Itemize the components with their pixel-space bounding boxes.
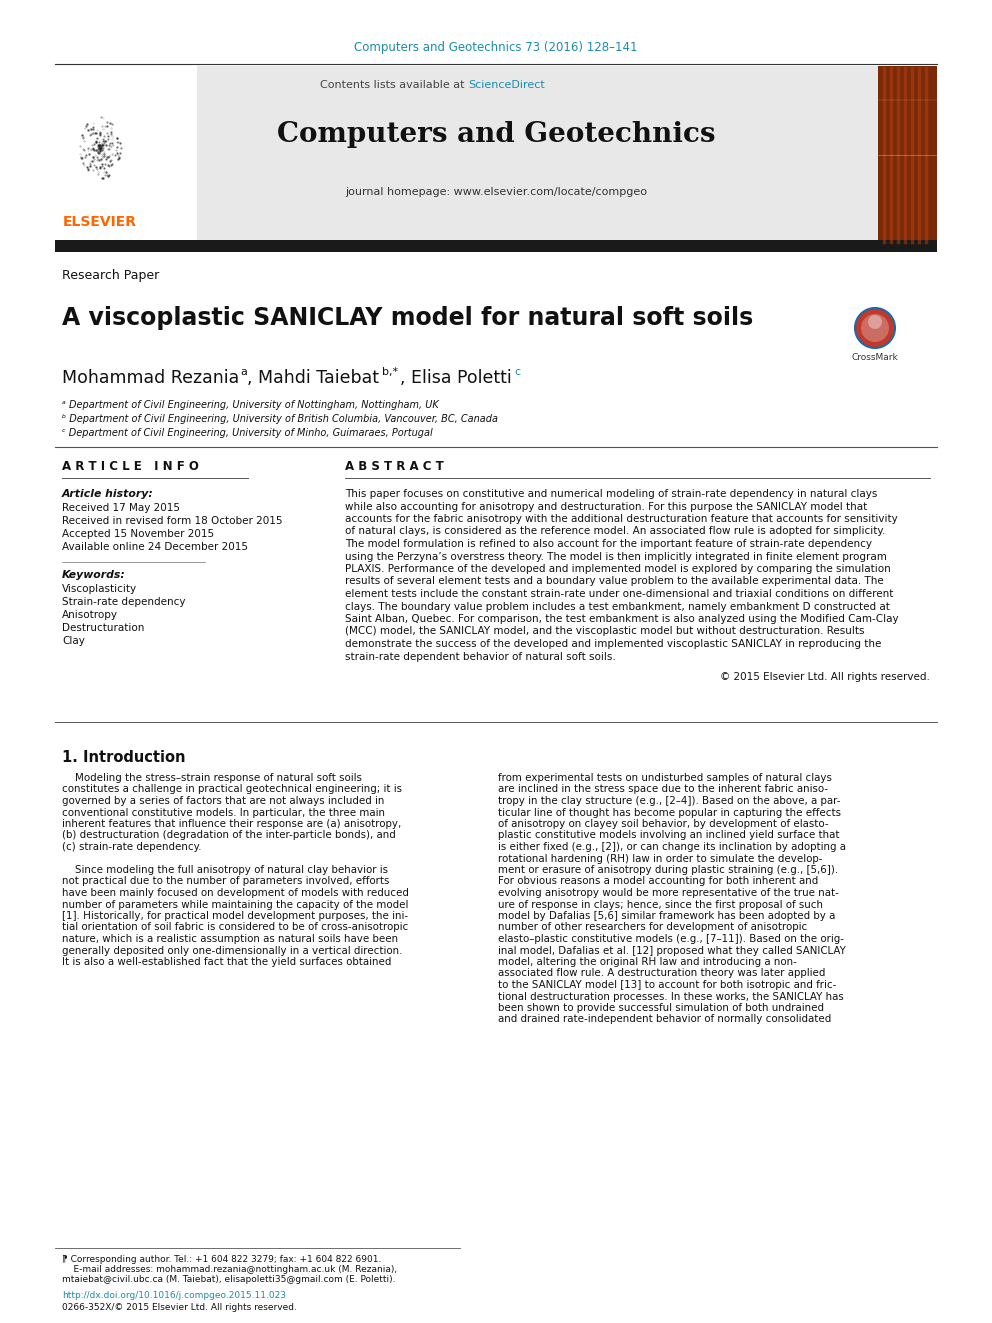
- Text: constitutes a challenge in practical geotechnical engineering; it is: constitutes a challenge in practical geo…: [62, 785, 402, 795]
- Bar: [55, 239, 937, 251]
- Text: For obvious reasons a model accounting for both inherent and: For obvious reasons a model accounting f…: [498, 877, 818, 886]
- Text: © 2015 Elsevier Ltd. All rights reserved.: © 2015 Elsevier Ltd. All rights reserved…: [720, 672, 930, 681]
- Text: A viscoplastic SANICLAY model for natural soft soils: A viscoplastic SANICLAY model for natura…: [62, 306, 753, 329]
- Text: using the Perzyna’s overstress theory. The model is then implicitly integrated i: using the Perzyna’s overstress theory. T…: [345, 552, 887, 561]
- Bar: [55, 66, 937, 242]
- Text: E-mail addresses: mohammad.rezania@nottingham.ac.uk (M. Rezania),: E-mail addresses: mohammad.rezania@notti…: [62, 1266, 397, 1274]
- Text: a: a: [240, 366, 247, 377]
- Text: ELSEVIER: ELSEVIER: [63, 216, 137, 229]
- Text: associated flow rule. A destructuration theory was later applied: associated flow rule. A destructuration …: [498, 968, 825, 979]
- Text: plastic constitutive models involving an inclined yield surface that: plastic constitutive models involving an…: [498, 831, 839, 840]
- Text: ticular line of thought has become popular in capturing the effects: ticular line of thought has become popul…: [498, 807, 841, 818]
- Text: ᵇ Department of Civil Engineering, University of British Columbia, Vancouver, BC: ᵇ Department of Civil Engineering, Unive…: [62, 414, 498, 423]
- Circle shape: [855, 308, 895, 348]
- Text: Contents lists available at: Contents lists available at: [320, 79, 468, 90]
- Text: is either fixed (e.g., [2]), or can change its inclination by adopting a: is either fixed (e.g., [2]), or can chan…: [498, 841, 846, 852]
- Text: rotational hardening (RH) law in order to simulate the develop-: rotational hardening (RH) law in order t…: [498, 853, 822, 864]
- Text: Accepted 15 November 2015: Accepted 15 November 2015: [62, 529, 214, 538]
- Text: Since modeling the full anisotropy of natural clay behavior is: Since modeling the full anisotropy of na…: [62, 865, 388, 875]
- Text: ⁋ Corresponding author. Tel.: +1 604 822 3279; fax: +1 604 822 6901.: ⁋ Corresponding author. Tel.: +1 604 822…: [62, 1256, 381, 1265]
- Text: nature, which is a realistic assumption as natural soils have been: nature, which is a realistic assumption …: [62, 934, 398, 945]
- Text: http://dx.doi.org/10.1016/j.compgeo.2015.11.023: http://dx.doi.org/10.1016/j.compgeo.2015…: [62, 1290, 286, 1299]
- Text: b,*: b,*: [382, 366, 398, 377]
- Text: (c) strain-rate dependency.: (c) strain-rate dependency.: [62, 841, 201, 852]
- Text: accounts for the fabric anisotropy with the additional destructuration feature t: accounts for the fabric anisotropy with …: [345, 515, 898, 524]
- Text: generally deposited only one-dimensionally in a vertical direction.: generally deposited only one-dimensional…: [62, 946, 403, 955]
- Text: Saint Alban, Quebec. For comparison, the test embankment is also analyzed using : Saint Alban, Quebec. For comparison, the…: [345, 614, 899, 624]
- Text: Article history:: Article history:: [62, 490, 154, 499]
- Text: (MCC) model, the SANICLAY model, and the viscoplastic model but without destruct: (MCC) model, the SANICLAY model, and the…: [345, 627, 864, 636]
- Text: tial orientation of soil fabric is considered to be of cross-anisotropic: tial orientation of soil fabric is consi…: [62, 922, 409, 933]
- Text: elasto–plastic constitutive models (e.g., [7–11]). Based on the orig-: elasto–plastic constitutive models (e.g.…: [498, 934, 844, 945]
- Text: c: c: [514, 366, 520, 377]
- Text: conventional constitutive models. In particular, the three main: conventional constitutive models. In par…: [62, 807, 385, 818]
- Text: strain-rate dependent behavior of natural soft soils.: strain-rate dependent behavior of natura…: [345, 651, 616, 662]
- Circle shape: [868, 315, 882, 329]
- Text: A R T I C L E   I N F O: A R T I C L E I N F O: [62, 459, 198, 472]
- Text: clays. The boundary value problem includes a test embankment, namely embankment : clays. The boundary value problem includ…: [345, 602, 890, 611]
- Text: PLAXIS. Performance of the developed and implemented model is explored by compar: PLAXIS. Performance of the developed and…: [345, 564, 891, 574]
- Text: , Elisa Poletti: , Elisa Poletti: [400, 369, 512, 388]
- Text: and drained rate-independent behavior of normally consolidated: and drained rate-independent behavior of…: [498, 1015, 831, 1024]
- Text: evolving anisotropy would be more representative of the true nat-: evolving anisotropy would be more repres…: [498, 888, 839, 898]
- Text: Anisotropy: Anisotropy: [62, 610, 118, 620]
- Text: Research Paper: Research Paper: [62, 270, 160, 283]
- Text: inherent features that influence their response are (a) anisotropy,: inherent features that influence their r…: [62, 819, 401, 830]
- Text: ᶜ Department of Civil Engineering, University of Minho, Guimaraes, Portugal: ᶜ Department of Civil Engineering, Unive…: [62, 429, 433, 438]
- Text: It is also a well-established fact that the yield surfaces obtained: It is also a well-established fact that …: [62, 957, 392, 967]
- Text: tropy in the clay structure (e.g., [2–4]). Based on the above, a par-: tropy in the clay structure (e.g., [2–4]…: [498, 796, 840, 806]
- Text: Clay: Clay: [62, 636, 85, 646]
- Text: governed by a series of factors that are not always included in: governed by a series of factors that are…: [62, 796, 384, 806]
- Text: ure of response in clays; hence, since the first proposal of such: ure of response in clays; hence, since t…: [498, 900, 823, 909]
- Text: Received 17 May 2015: Received 17 May 2015: [62, 503, 180, 513]
- Text: of natural clays, is considered as the reference model. An associated flow rule : of natural clays, is considered as the r…: [345, 527, 886, 537]
- Text: Modeling the stress–strain response of natural soft soils: Modeling the stress–strain response of n…: [62, 773, 362, 783]
- Text: tional destructuration processes. In these works, the SANICLAY has: tional destructuration processes. In the…: [498, 991, 844, 1002]
- Text: ScienceDirect: ScienceDirect: [468, 79, 545, 90]
- Text: demonstrate the success of the developed and implemented viscoplastic SANICLAY i: demonstrate the success of the developed…: [345, 639, 881, 650]
- Text: ment or erasure of anisotropy during plastic straining (e.g., [5,6]).: ment or erasure of anisotropy during pla…: [498, 865, 838, 875]
- Text: Keywords:: Keywords:: [62, 570, 126, 579]
- Text: ᵃ Department of Civil Engineering, University of Nottingham, Nottingham, UK: ᵃ Department of Civil Engineering, Unive…: [62, 400, 438, 410]
- Text: [1]. Historically, for practical model development purposes, the ini-: [1]. Historically, for practical model d…: [62, 912, 408, 921]
- Text: mtaiebat@civil.ubc.ca (M. Taiebat), elisapoletti35@gmail.com (E. Poletti).: mtaiebat@civil.ubc.ca (M. Taiebat), elis…: [62, 1275, 396, 1285]
- Text: have been mainly focused on development of models with reduced: have been mainly focused on development …: [62, 888, 409, 898]
- Text: Strain-rate dependency: Strain-rate dependency: [62, 597, 186, 607]
- Text: , Mahdi Taiebat: , Mahdi Taiebat: [247, 369, 379, 388]
- Text: model by Dafalias [5,6] similar framework has been adopted by a: model by Dafalias [5,6] similar framewor…: [498, 912, 835, 921]
- Text: results of several element tests and a boundary value problem to the available e: results of several element tests and a b…: [345, 577, 884, 586]
- Text: while also accounting for anisotropy and destructuration. For this purpose the S: while also accounting for anisotropy and…: [345, 501, 867, 512]
- Text: The model formulation is refined to also account for the important feature of st: The model formulation is refined to also…: [345, 538, 872, 549]
- Text: Destructuration: Destructuration: [62, 623, 145, 632]
- Text: Available online 24 December 2015: Available online 24 December 2015: [62, 542, 248, 552]
- Text: inal model, Dafalias et al. [12] proposed what they called SANICLAY: inal model, Dafalias et al. [12] propose…: [498, 946, 846, 955]
- Text: CrossMark: CrossMark: [851, 353, 899, 363]
- Text: from experimental tests on undisturbed samples of natural clays: from experimental tests on undisturbed s…: [498, 773, 832, 783]
- Text: journal homepage: www.elsevier.com/locate/compgeo: journal homepage: www.elsevier.com/locat…: [345, 187, 647, 197]
- Bar: [878, 66, 937, 242]
- Text: 1. Introduction: 1. Introduction: [62, 750, 186, 766]
- Text: Mohammad Rezania: Mohammad Rezania: [62, 369, 239, 388]
- Circle shape: [861, 314, 889, 343]
- Text: 0266-352X/© 2015 Elsevier Ltd. All rights reserved.: 0266-352X/© 2015 Elsevier Ltd. All right…: [62, 1303, 297, 1312]
- Text: been shown to provide successful simulation of both undrained: been shown to provide successful simulat…: [498, 1003, 824, 1013]
- Text: of anisotropy on clayey soil behavior, by development of elasto-: of anisotropy on clayey soil behavior, b…: [498, 819, 828, 830]
- Text: element tests include the constant strain-rate under one-dimensional and triaxia: element tests include the constant strai…: [345, 589, 894, 599]
- Text: This paper focuses on constitutive and numerical modeling of strain-rate depende: This paper focuses on constitutive and n…: [345, 490, 877, 499]
- Text: number of parameters while maintaining the capacity of the model: number of parameters while maintaining t…: [62, 900, 409, 909]
- Text: Computers and Geotechnics: Computers and Geotechnics: [277, 122, 715, 148]
- Text: model, altering the original RH law and introducing a non-: model, altering the original RH law and …: [498, 957, 797, 967]
- Text: Viscoplasticity: Viscoplasticity: [62, 583, 137, 594]
- Text: to the SANICLAY model [13] to account for both isotropic and fric-: to the SANICLAY model [13] to account fo…: [498, 980, 836, 990]
- Text: (b) destructuration (degradation of the inter-particle bonds), and: (b) destructuration (degradation of the …: [62, 831, 396, 840]
- Text: not practical due to the number of parameters involved, efforts: not practical due to the number of param…: [62, 877, 390, 886]
- Text: are inclined in the stress space due to the inherent fabric aniso-: are inclined in the stress space due to …: [498, 785, 828, 795]
- Text: Received in revised form 18 October 2015: Received in revised form 18 October 2015: [62, 516, 283, 527]
- Text: Computers and Geotechnics 73 (2016) 128–141: Computers and Geotechnics 73 (2016) 128–…: [354, 41, 638, 54]
- Text: number of other researchers for development of anisotropic: number of other researchers for developm…: [498, 922, 807, 933]
- Bar: [55, 66, 197, 242]
- Text: A B S T R A C T: A B S T R A C T: [345, 459, 443, 472]
